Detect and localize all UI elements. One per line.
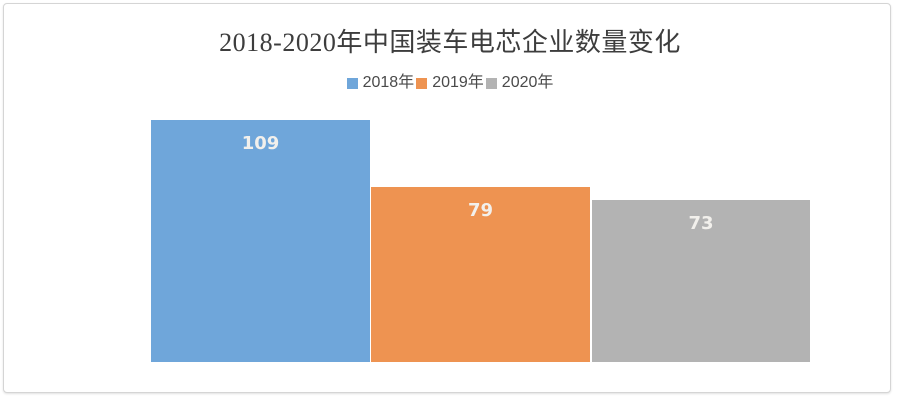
bar-2018年: 109 — [151, 120, 370, 362]
bar-value-label: 73 — [688, 213, 714, 234]
legend-marker-icon — [416, 77, 428, 89]
bar-value-label: 109 — [241, 133, 280, 154]
legend-item: 2020年 — [485, 72, 554, 94]
bar-2019年: 79 — [371, 187, 590, 362]
legend-item: 2018年 — [346, 72, 415, 94]
bar-2020年: 73 — [592, 200, 810, 362]
chart-legend: 2018年 2019年 2020年 — [0, 72, 900, 94]
legend-marker-icon — [346, 77, 358, 89]
legend-label: 2019年 — [432, 74, 484, 91]
legend-label: 2020年 — [501, 74, 554, 91]
bar-value-label: 79 — [467, 200, 494, 221]
legend-item: 2019年 — [416, 72, 484, 94]
chart-title: 2018-2020年中国装车电芯企业数量变化 — [219, 28, 681, 57]
legend-marker-icon — [485, 77, 497, 89]
legend-label: 2018年 — [362, 74, 415, 91]
